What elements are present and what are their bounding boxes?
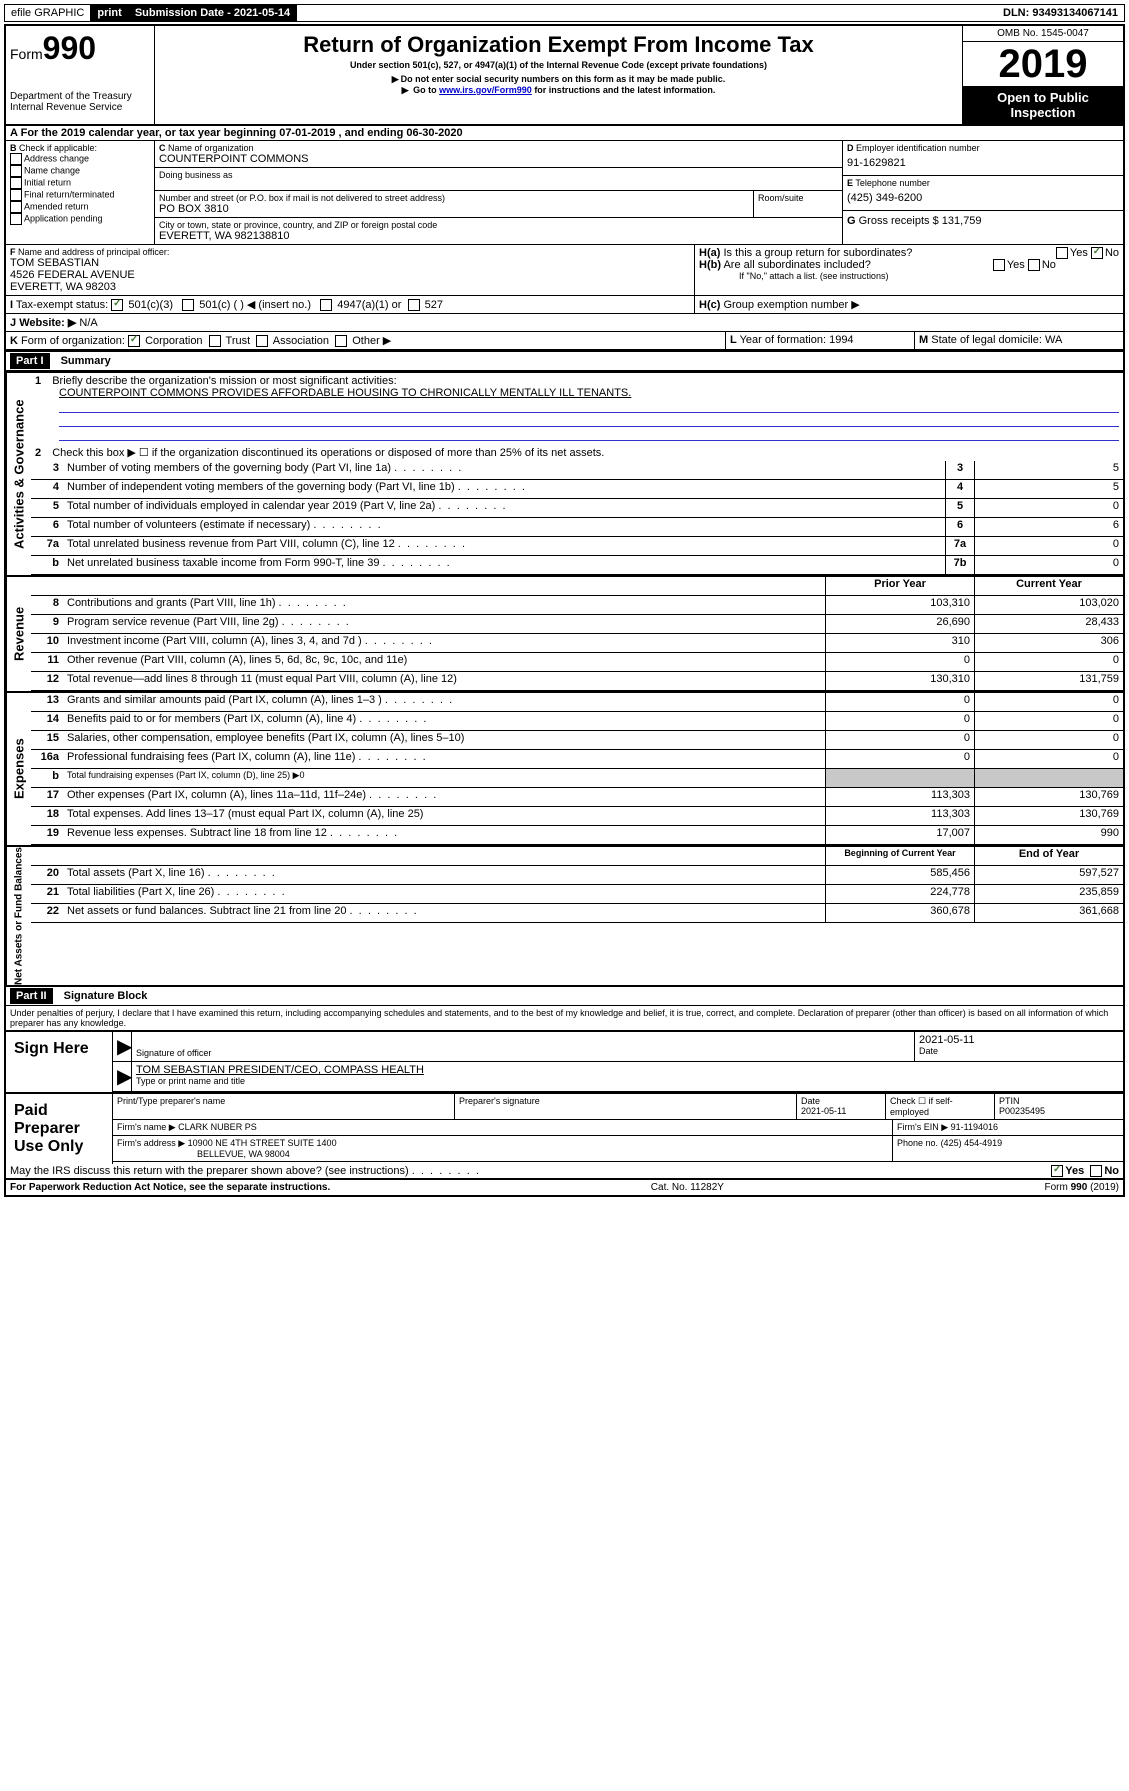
penalty-text: Under penalties of perjury, I declare th… [6, 1006, 1123, 1030]
irs-link[interactable]: www.irs.gov/Form990 [439, 85, 532, 95]
footer-right: Form 990 (2019) [1045, 1182, 1119, 1193]
submission-date: Submission Date - 2021-05-14 [129, 5, 297, 21]
form-container: Form990 Department of the Treasury Inter… [4, 24, 1125, 1197]
efile-label: efile GRAPHIC [5, 5, 91, 21]
form-number: Form990 [10, 30, 150, 67]
section-activities: Activities & Governance [6, 373, 31, 575]
ein: 91-1629821 [847, 153, 1119, 173]
org-name: COUNTERPOINT COMMONS [159, 153, 838, 165]
dept-treasury: Department of the Treasury Internal Reve… [10, 91, 150, 113]
subtitle: Under section 501(c), 527, or 4947(a)(1)… [163, 60, 954, 70]
omb-number: OMB No. 1545-0047 [963, 26, 1123, 42]
section-expenses: Expenses [6, 693, 31, 845]
topbar: efile GRAPHIC print Submission Date - 20… [4, 4, 1125, 22]
open-public: Open to Public Inspection [963, 86, 1123, 124]
tax-year: 2019 [963, 42, 1123, 86]
dln: DLN: 93493134067141 [997, 5, 1124, 21]
form-title: Return of Organization Exempt From Incom… [163, 32, 954, 58]
period-a: A For the 2019 calendar year, or tax yea… [6, 126, 1123, 141]
website: N/A [79, 317, 97, 329]
paid-preparer-label: Paid Preparer Use Only [6, 1094, 113, 1164]
note-ssn: Do not enter social security numbers on … [163, 74, 954, 85]
part1-header: Part I [10, 353, 50, 369]
header: Form990 Department of the Treasury Inter… [6, 26, 1123, 126]
officer-name: TOM SEBASTIAN PRESIDENT/CEO, COMPASS HEA… [136, 1064, 1119, 1076]
gross-receipts: 131,759 [942, 215, 982, 227]
section-net: Net Assets or Fund Balances [6, 847, 31, 985]
mission-text: COUNTERPOINT COMMONS PROVIDES AFFORDABLE… [59, 387, 1119, 399]
org-city: EVERETT, WA 982138810 [159, 230, 838, 242]
footer-left: For Paperwork Reduction Act Notice, see … [10, 1182, 330, 1193]
part2-header: Part II [10, 988, 53, 1004]
phone: (425) 349-6200 [847, 188, 1119, 208]
section-revenue: Revenue [6, 577, 31, 691]
info-block: B Check if applicable: Address change Na… [6, 141, 1123, 245]
org-address: PO BOX 3810 [159, 203, 749, 215]
footer-mid: Cat. No. 11282Y [651, 1182, 724, 1193]
note-goto: Go to www.irs.gov/Form990 for instructio… [163, 85, 954, 96]
sign-here-label: Sign Here [6, 1032, 113, 1092]
print-button[interactable]: print [91, 5, 128, 21]
